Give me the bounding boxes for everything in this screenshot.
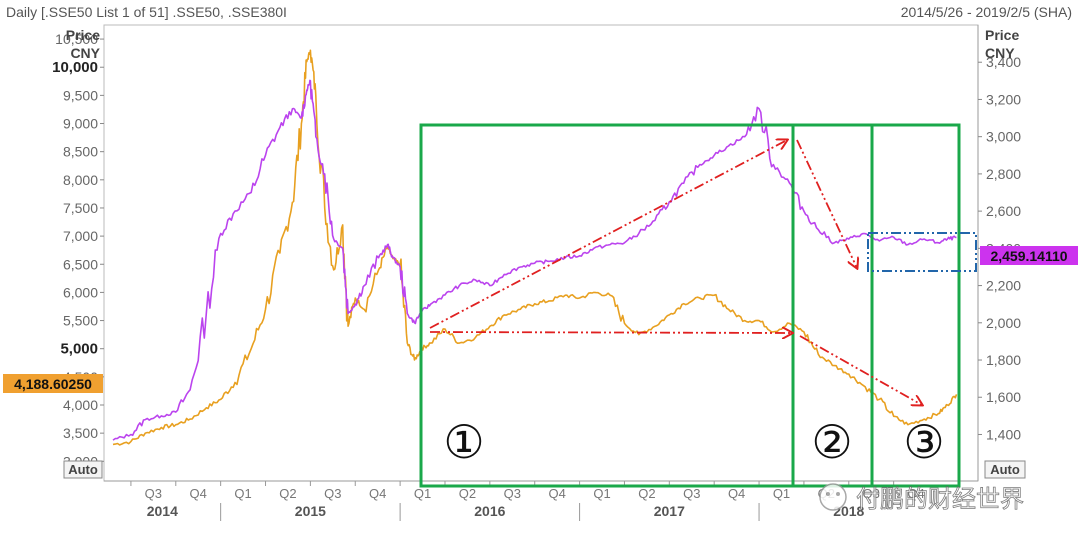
right-tick-label: 1,600: [986, 389, 1021, 405]
left-tick-label: 7,500: [63, 200, 98, 216]
wechat-icon: [819, 483, 847, 511]
x-quarter-label: Q3: [145, 486, 162, 501]
zone-label-2: ②: [811, 416, 852, 468]
right-tick-label: 2,800: [986, 166, 1021, 182]
x-year-label: 2015: [295, 503, 326, 519]
right-tick-label: 2,000: [986, 315, 1021, 331]
left-axis: 10,500 10,000 9,500 9,000 8,500 8,000 7,500 7,0…: [52, 31, 104, 469]
auto-button-right-bg[interactable]: [984, 460, 1026, 479]
consolidation-box: [867, 232, 977, 272]
x-quarter-label: Q3: [324, 486, 341, 501]
left-tick-label: 5,000: [60, 341, 98, 358]
right-tick-label: 3,400: [986, 54, 1021, 70]
right-tick-label: 3,000: [986, 129, 1021, 145]
x-quarter-label: Q4: [907, 486, 924, 501]
x-year-label: 2016: [474, 503, 505, 519]
x-quarter-label: Q4: [190, 486, 207, 501]
x-quarter-label: Q4: [548, 486, 565, 501]
left-tick-label: 7,000: [63, 228, 98, 244]
left-tick-label: 8,000: [63, 172, 98, 188]
right-tick-label: 1,800: [986, 352, 1021, 368]
x-quarter-label: Q1: [593, 486, 610, 501]
x-quarter-label: Q2: [459, 486, 476, 501]
left-tick-label: 9,000: [63, 116, 98, 132]
right-tick-label: 2,600: [986, 203, 1021, 219]
x-year-label: 2014: [147, 503, 178, 519]
plot-area: [103, 24, 979, 482]
right-tick-label: 3,200: [986, 91, 1021, 107]
auto-button-right[interactable]: Auto: [990, 462, 1020, 477]
x-quarter-label: Q1: [773, 486, 790, 501]
zone-label-1: ①: [443, 416, 484, 468]
x-quarter-label: Q2: [279, 486, 296, 501]
left-tick-label: 5,500: [63, 313, 98, 329]
left-tick-label: 3,500: [63, 425, 98, 441]
date-range: 2014/5/26 - 2019/2/5 (SHA): [900, 4, 1072, 20]
auto-button-left-bg[interactable]: [63, 460, 103, 479]
left-tick-label: 4,000: [63, 397, 98, 413]
x-quarter-label: Q3: [504, 486, 521, 501]
right-tick-label: 1,400: [986, 426, 1021, 442]
right-tick-label: 2,200: [986, 278, 1021, 294]
series-line-sse380: [112, 49, 958, 446]
trend-arrows: [429, 139, 922, 405]
left-axis-unit: CNY: [70, 45, 100, 61]
arrow-sse50-rally: [429, 140, 787, 329]
arrow-sse380-drop: [799, 335, 922, 405]
left-tick-label: 6,500: [63, 256, 98, 272]
wechat-icon-dot-left: [826, 492, 830, 496]
last-value-left: 4,188.60250: [14, 376, 92, 392]
right-axis-title: Price: [985, 27, 1019, 43]
right-axis-unit: CNY: [985, 45, 1015, 61]
x-quarter-label: Q3: [863, 486, 880, 501]
left-tick-label: 10,000: [52, 59, 98, 76]
wechat-icon-dot-right: [836, 492, 840, 496]
x-quarter-label: Q2: [638, 486, 655, 501]
watermark-text: 付鹏的财经世界: [856, 486, 1024, 513]
last-value-badge-left: [3, 374, 103, 393]
x-quarter-label: Q3: [683, 486, 700, 501]
auto-button-left[interactable]: Auto: [68, 462, 98, 477]
x-quarter-label: Q4: [369, 486, 386, 501]
x-quarter-label: Q1: [414, 486, 431, 501]
left-tick-label: 9,500: [63, 87, 98, 103]
left-tick-label: 10,500: [55, 31, 98, 47]
chart-title: Daily [.SSE50 List 1 of 51] .SSE50, .SSE…: [6, 4, 287, 20]
last-value-right: 2,459.14110: [990, 248, 1067, 264]
last-value-badge-right: [980, 246, 1078, 265]
arrow-sse380-flat: [429, 332, 792, 333]
left-axis-title: Price: [66, 27, 100, 43]
zone-label-3: ③: [903, 416, 944, 468]
x-year-label: 2017: [654, 503, 685, 519]
series-line-sse50: [112, 79, 957, 441]
x-quarter-label: Q1: [234, 486, 251, 501]
zone-box-3: [870, 123, 961, 488]
left-tick-label: 6,000: [63, 284, 98, 300]
left-tick-label: 8,500: [63, 144, 98, 160]
watermark: 付鹏的财经世界: [819, 483, 1024, 513]
x-quarter-label: Q4: [728, 486, 745, 501]
arrow-sse50-drop: [796, 139, 857, 268]
x-axis: Q3Q4Q1Q2Q3Q4Q1Q2Q3Q4Q1Q2Q3Q4Q1Q2Q3Q42014…: [130, 481, 925, 521]
